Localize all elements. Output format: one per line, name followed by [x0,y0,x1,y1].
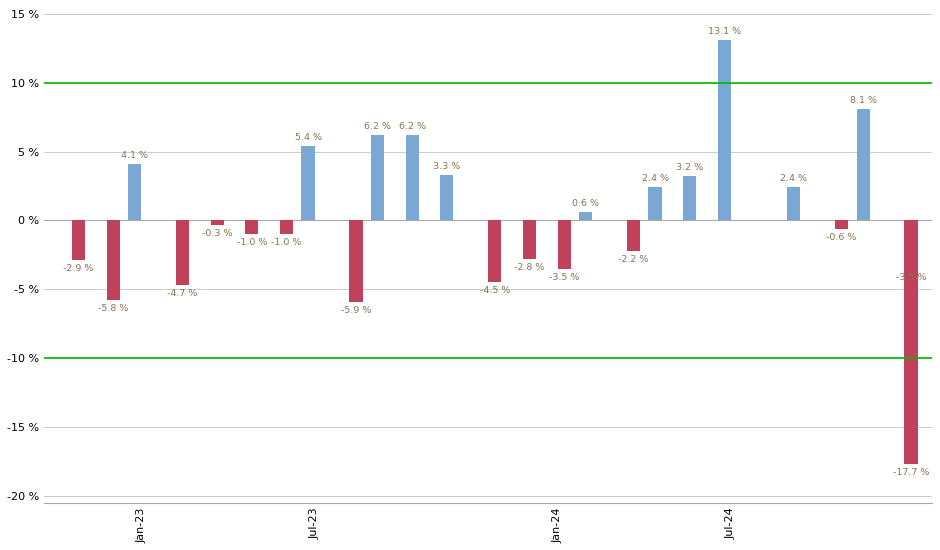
Bar [683,177,697,221]
Text: 8.1 %: 8.1 % [850,96,877,104]
Text: 2.4 %: 2.4 % [780,174,807,183]
Text: -5.9 %: -5.9 % [341,306,371,315]
Bar [405,135,418,221]
Bar [835,221,848,229]
Text: 0.6 %: 0.6 % [572,199,599,208]
Text: -2.9 %: -2.9 % [63,265,94,273]
Bar [440,175,453,221]
Bar [904,221,917,464]
Bar [787,188,800,221]
Text: 6.2 %: 6.2 % [364,122,391,131]
Text: -4.5 %: -4.5 % [479,287,509,295]
Text: -4.7 %: -4.7 % [167,289,197,298]
Bar [71,221,85,260]
Text: 13.1 %: 13.1 % [708,27,741,36]
Bar [557,221,571,268]
Text: 6.2 %: 6.2 % [399,122,426,131]
Bar [718,40,731,221]
Bar [488,221,501,282]
Bar [371,135,384,221]
Text: -3.5 %: -3.5 % [549,273,579,282]
Bar [211,221,224,224]
Text: -2.8 %: -2.8 % [514,263,544,272]
Bar [523,221,536,259]
Bar [128,164,141,221]
Bar [904,221,917,268]
Text: -1.0 %: -1.0 % [237,238,267,248]
Bar [176,221,189,285]
Text: 2.4 %: 2.4 % [641,174,668,183]
Bar [649,188,662,221]
Bar [280,221,293,234]
Text: 4.1 %: 4.1 % [121,151,149,160]
Text: -1.0 %: -1.0 % [272,238,302,248]
Text: -17.7 %: -17.7 % [893,468,930,477]
Text: 3.3 %: 3.3 % [433,162,461,171]
Text: -3.5 %: -3.5 % [896,273,926,282]
Text: -0.6 %: -0.6 % [826,233,857,242]
Text: 5.4 %: 5.4 % [294,133,321,142]
Bar [579,212,592,221]
Text: -2.2 %: -2.2 % [619,255,649,264]
Bar [245,221,258,234]
Text: -0.3 %: -0.3 % [202,229,232,238]
Bar [856,109,870,221]
Bar [627,221,640,251]
Text: 3.2 %: 3.2 % [676,163,703,172]
Bar [350,221,363,301]
Bar [106,221,119,300]
Text: -5.8 %: -5.8 % [98,304,128,314]
Bar [302,146,315,221]
